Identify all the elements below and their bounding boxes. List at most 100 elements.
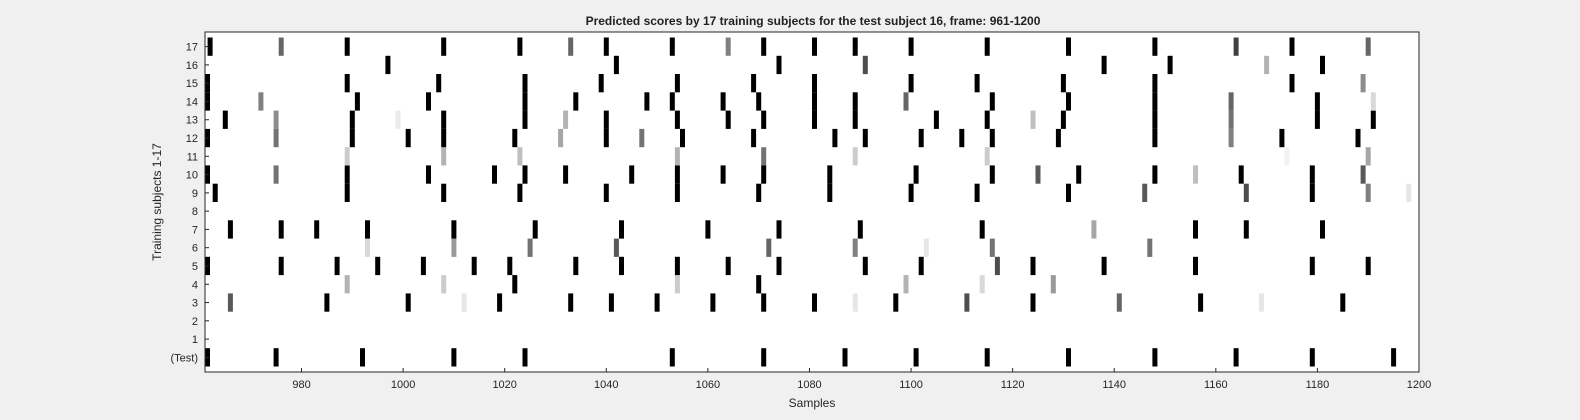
- heatmap-cell: [908, 37, 914, 56]
- heatmap-cell: [619, 256, 624, 276]
- heatmap-cell: [613, 55, 619, 75]
- heatmap-cell: [989, 238, 995, 257]
- heatmap-cell: [1116, 293, 1122, 312]
- heatmap-cell: [512, 128, 518, 148]
- heatmap-cell: [1030, 256, 1036, 276]
- heatmap-cell: [725, 256, 731, 276]
- heatmap-cell: [751, 128, 757, 148]
- heatmap-cell: [527, 238, 533, 257]
- heatmap-cell: [852, 92, 858, 111]
- heatmap-cell: [720, 92, 726, 111]
- x-tick-label: 1120: [1001, 379, 1025, 391]
- heatmap-cell: [827, 165, 833, 184]
- heatmap-cell: [669, 37, 675, 56]
- heatmap-cell: [862, 256, 868, 276]
- heatmap-cell: [405, 293, 411, 312]
- heatmap-cell: [344, 37, 350, 56]
- heatmap-cell: [1193, 165, 1198, 184]
- heatmap-cell: [974, 183, 980, 202]
- heatmap-cell: [674, 275, 680, 294]
- heatmap-cell: [751, 74, 757, 93]
- heatmap-cell: [1355, 128, 1361, 148]
- heatmap-cell: [1365, 256, 1371, 276]
- heatmap-cell: [441, 275, 447, 294]
- heatmap-cell: [1030, 293, 1036, 312]
- heatmap-cell: [674, 74, 680, 93]
- heatmap-cell: [669, 348, 675, 367]
- heatmap-cell: [278, 256, 284, 276]
- heatmap-cell: [349, 128, 355, 148]
- heatmap-cell: [725, 37, 731, 56]
- heatmap-cell: [832, 128, 838, 148]
- heatmap-cell: [1365, 183, 1371, 202]
- heatmap-cell: [720, 165, 726, 184]
- x-tick-label: 1040: [594, 379, 618, 391]
- heatmap-cell: [1055, 128, 1061, 148]
- heatmap-cell: [1152, 128, 1158, 148]
- heatmap-cell: [908, 183, 914, 202]
- heatmap-cell: [766, 238, 772, 257]
- heatmap-cell: [644, 92, 650, 111]
- heatmap-cell: [517, 37, 523, 56]
- heatmap-cell: [344, 183, 350, 202]
- heatmap-cell: [1340, 293, 1346, 312]
- heatmap-cell: [812, 37, 817, 56]
- heatmap-cell: [365, 220, 370, 239]
- x-tick-label: 1160: [1204, 379, 1228, 391]
- heatmap-cell: [441, 110, 447, 129]
- heatmap-cell: [964, 293, 970, 312]
- heatmap-cell: [385, 55, 391, 75]
- heatmap-cell: [273, 110, 279, 129]
- heatmap-cell: [761, 37, 767, 56]
- heatmap-cell: [608, 293, 614, 312]
- heatmap-cell: [1228, 110, 1234, 129]
- y-tick-label: 17: [186, 42, 198, 54]
- plot-frame: [204, 31, 1420, 373]
- heatmap-cell: [365, 238, 370, 257]
- heatmap-cell: [420, 256, 426, 276]
- heatmap-cell: [812, 92, 817, 111]
- heatmap-cell: [461, 293, 467, 312]
- heatmap-cell: [354, 92, 360, 111]
- heatmap-cell: [984, 147, 990, 166]
- y-tick-label: 12: [186, 133, 198, 145]
- heatmap-cell: [258, 92, 264, 111]
- heatmap-cell: [344, 74, 350, 93]
- heatmap-cell: [1066, 348, 1071, 367]
- heatmap-cell: [603, 183, 609, 202]
- heatmap-cell: [1289, 37, 1295, 56]
- x-tick-label: 1100: [899, 379, 923, 391]
- heatmap-cell: [994, 256, 1000, 276]
- heatmap-cell: [324, 293, 330, 312]
- heatmap-cell: [314, 220, 320, 239]
- heatmap-cell: [532, 220, 538, 239]
- heatmap-cell: [344, 147, 350, 166]
- heatmap-cell: [979, 220, 985, 239]
- heatmap-cell: [568, 293, 574, 312]
- heatmap-cell: [674, 147, 680, 166]
- x-axis-ticks: 980 1000 1020 1040 1060 1080 1100 1120 1140 1160 1…: [292, 368, 1431, 391]
- heatmap-cell: [852, 238, 858, 257]
- heatmap-cell: [812, 293, 817, 312]
- heatmap-cell: [517, 147, 523, 166]
- heatmap-cell: [776, 220, 782, 239]
- heatmap-cell: [680, 128, 685, 148]
- heatmap-cell: [1370, 110, 1376, 129]
- heatmap-cell: [568, 37, 574, 56]
- heatmap-cell: [1050, 275, 1056, 294]
- heatmap-cell: [1320, 55, 1325, 75]
- heatmap-cell: [1152, 348, 1158, 367]
- heatmap-cell: [903, 275, 909, 294]
- y-tick-label: 8: [192, 206, 198, 218]
- y-tick-label: (Test): [171, 352, 199, 364]
- heatmap-cell: [522, 74, 528, 93]
- heatmap-cell: [761, 165, 767, 184]
- heatmap-cell: [852, 293, 858, 312]
- heatmap-cell: [812, 74, 817, 93]
- heatmap-cell: [756, 183, 762, 202]
- heatmap-cell: [842, 348, 848, 367]
- heatmap-cell: [273, 348, 279, 367]
- heatmap-cell: [933, 110, 939, 129]
- heatmap-cell: [451, 220, 457, 239]
- heatmap-cell: [1309, 348, 1315, 367]
